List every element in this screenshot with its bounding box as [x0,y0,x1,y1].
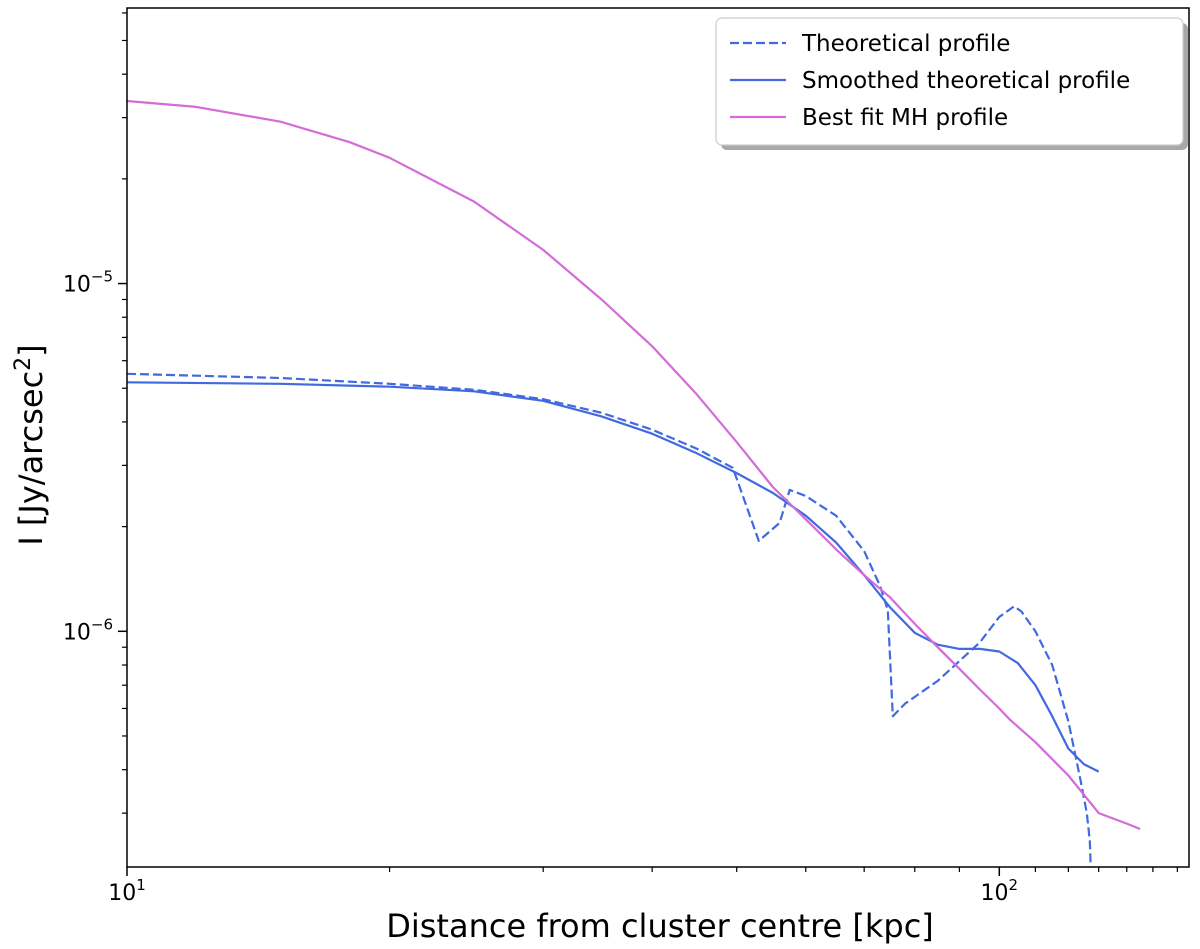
y-axis-label: I [Jy/arcsec2] [11,344,50,545]
legend-box [715,17,1184,146]
series-line-theoretical-profile [126,372,1092,868]
legend-label-smoothed: Smoothed theoretical profile [802,68,1130,94]
series-line-best-fit-mh-profile [126,99,1141,831]
y-tick-label: 10−5 [63,268,113,298]
x-tick-label: 102 [981,876,1019,906]
legend-label-mh: Best fit MH profile [802,105,1008,131]
ticks-layer: 101 102 10−5 10−6 [63,12,1178,906]
y-tick-label: 10−6 [63,615,113,645]
plot-frame [126,7,1190,868]
y-axis-label-main: I [Jy/arcsec [12,371,50,546]
x-tick-label: 101 [108,876,146,906]
y-axis-label-sup: 2 [11,357,36,371]
x-axis-label: Distance from cluster centre [kpc] [386,907,934,945]
series-layer [126,99,1141,868]
legend-label-theoretical: Theoretical profile [801,31,1010,57]
legend: Theoretical profile Smoothed theoretical… [715,17,1188,150]
y-axis-label-close: ] [12,344,50,356]
